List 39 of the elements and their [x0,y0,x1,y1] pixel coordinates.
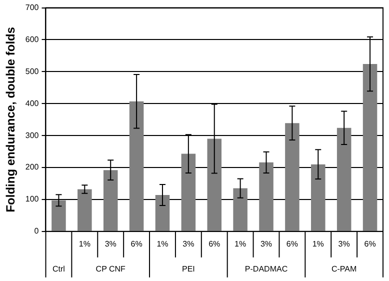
x-tick-label: 6% [130,239,142,248]
x-tick-label: 3% [260,239,272,248]
x-tick-label: 3% [338,239,350,248]
x-tick-label: 1% [156,239,168,248]
y-tick-label: 200 [25,162,40,172]
bar [233,188,248,231]
bar [52,200,66,231]
x-tick-label: 1% [78,239,90,248]
text: C-PAM [331,264,358,274]
x-tick-label: 6% [364,239,376,248]
y-axis-title: Folding endurance, double folds [4,26,18,212]
y-tick-label: 700 [25,3,40,12]
x-tick-label: 1% [234,239,246,248]
bar [181,154,196,231]
bar [207,138,222,231]
x-tick-label: 6% [286,239,298,248]
bar [78,189,92,231]
bar [259,162,274,231]
y-tick-label: 100 [25,194,40,204]
bar [285,123,300,231]
x-tick-label: 1% [312,239,324,248]
y-tick-label: 400 [25,98,40,108]
text: CP CNF [96,264,126,274]
y-tick-label: 600 [25,34,40,44]
y-tick-label: 300 [25,130,40,140]
bar [311,164,326,231]
bar [103,170,118,231]
x-tick-label: 3% [182,239,194,248]
bar [362,64,378,231]
bar [336,128,352,231]
text: P-DADMAC [244,264,288,274]
bar [155,194,170,231]
x-tick-label: 6% [208,239,220,248]
y-tick-label: 500 [25,66,40,76]
text: PEI [182,264,195,274]
y-tick-label: 0 [34,226,40,236]
bar [129,101,144,231]
x-tick-label: 3% [104,239,116,248]
text: Ctrl [52,264,66,274]
